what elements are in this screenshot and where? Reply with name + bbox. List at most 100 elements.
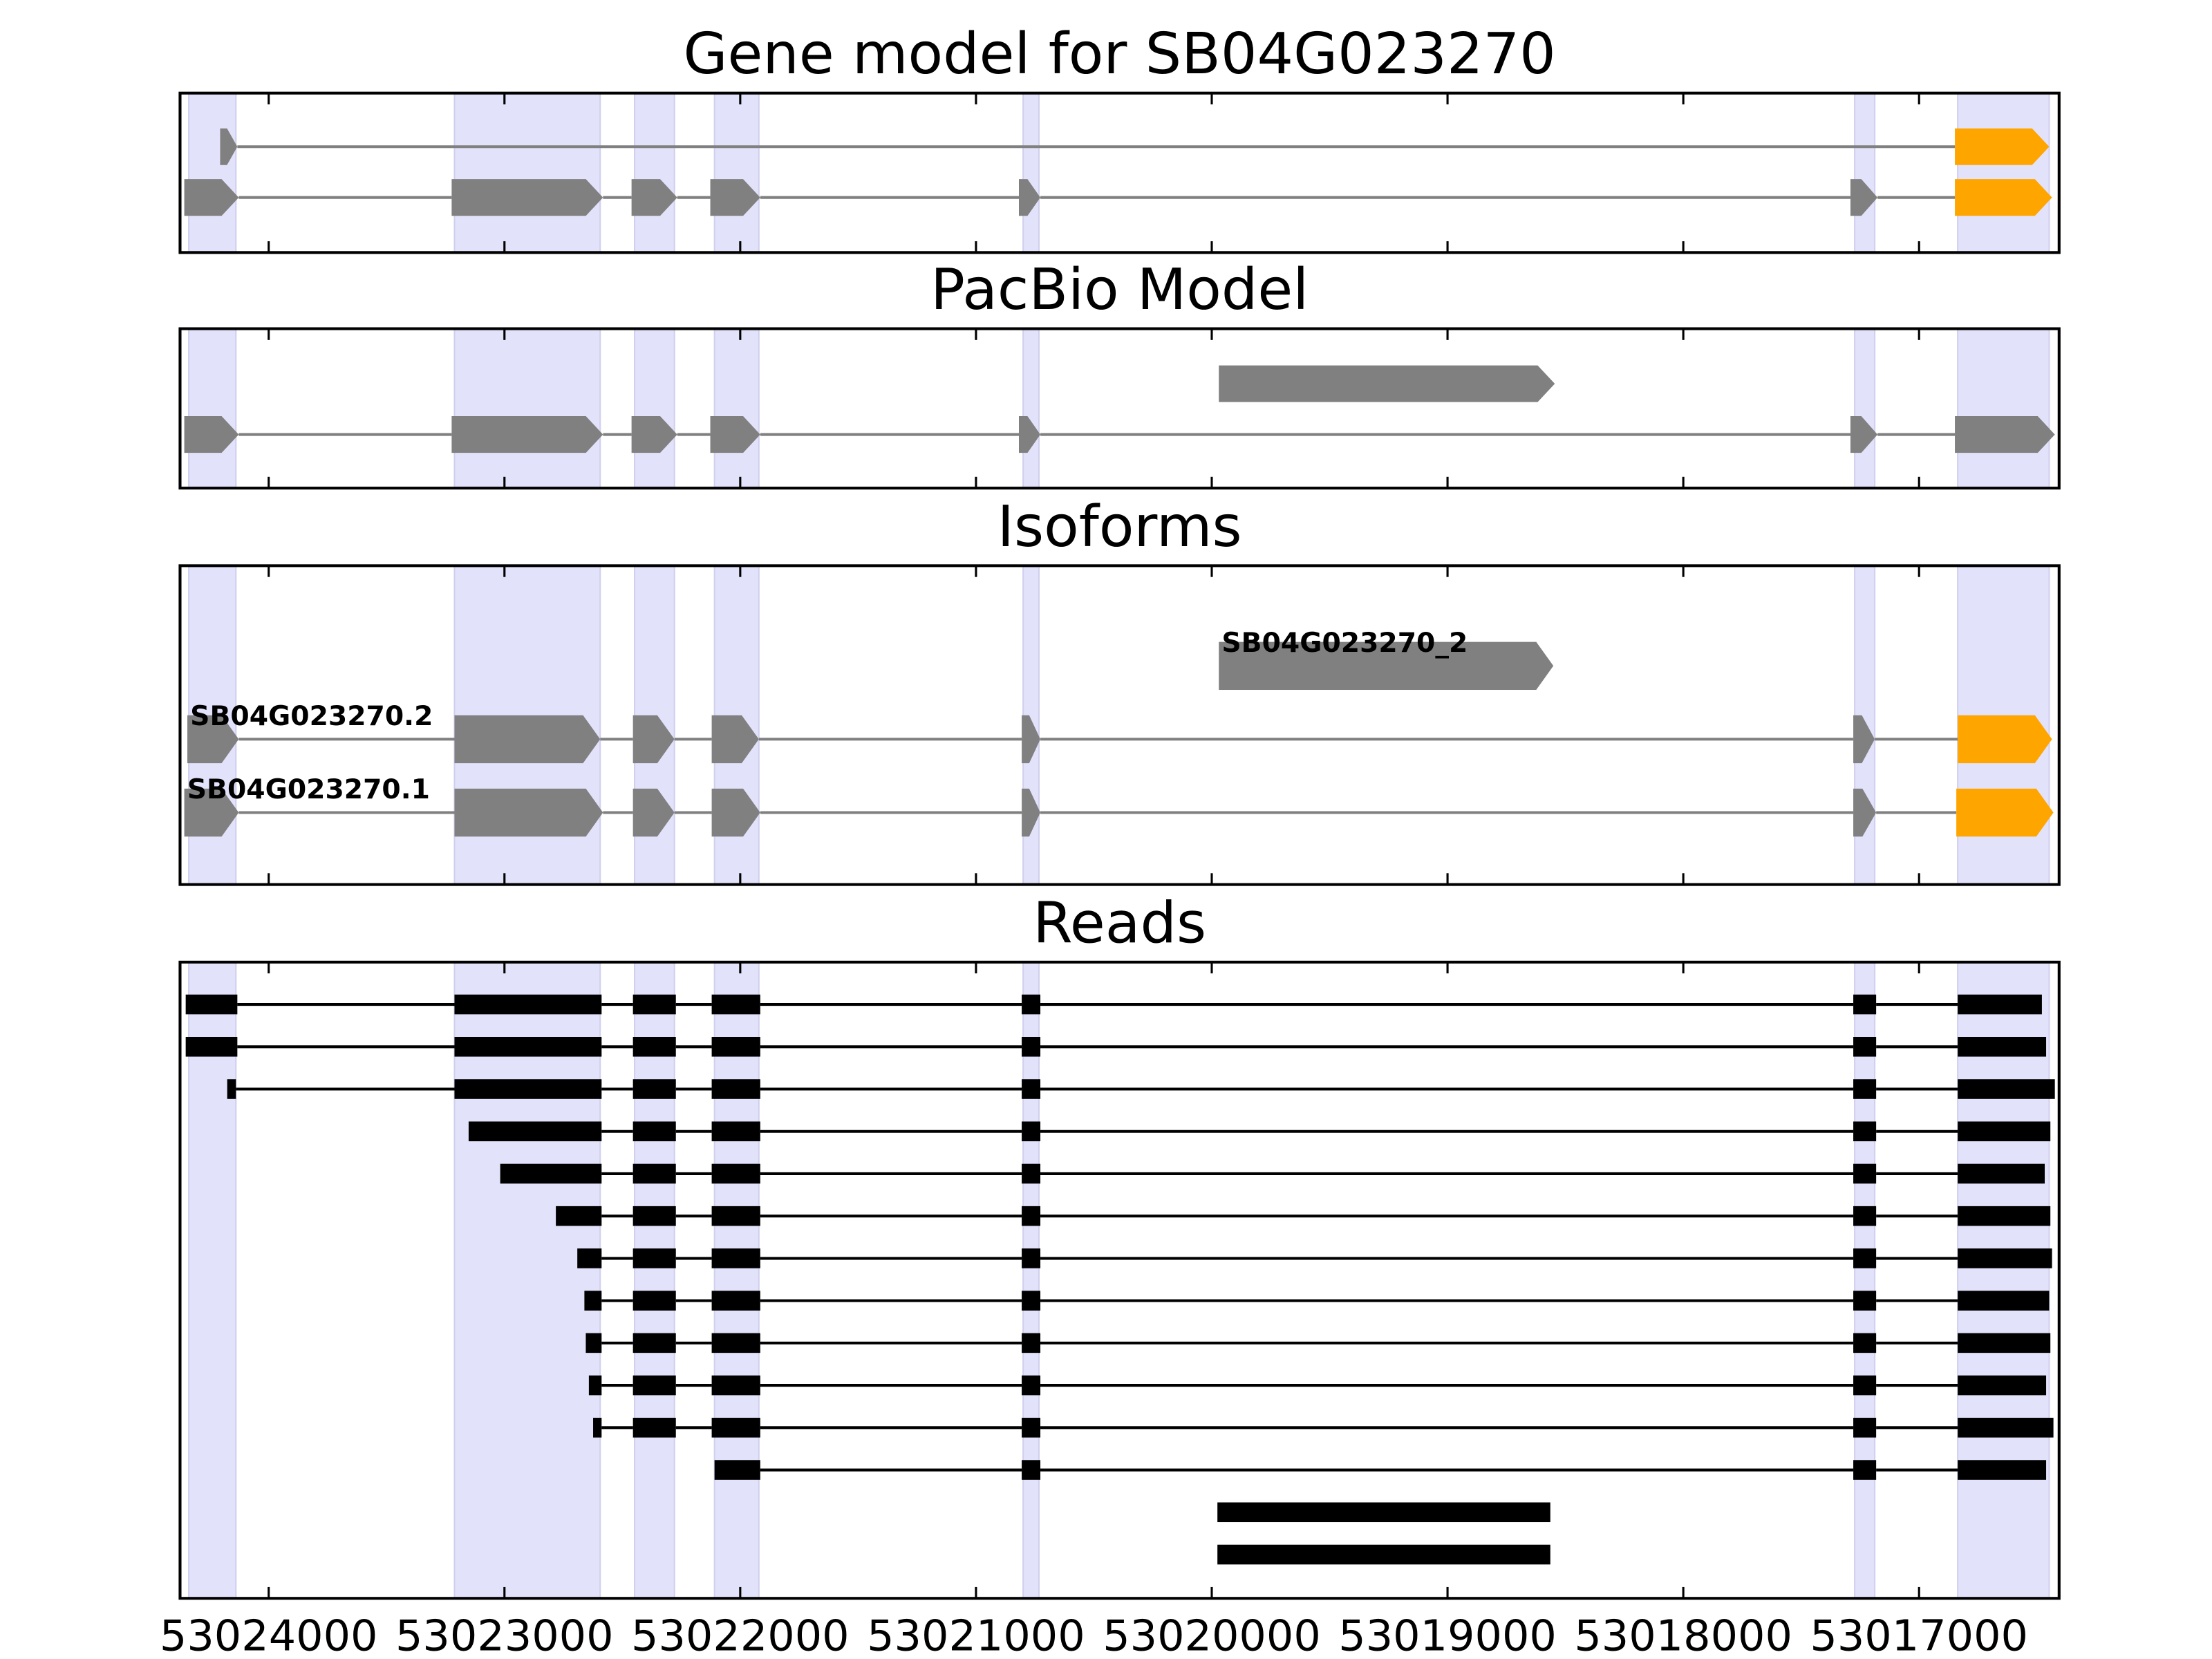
- exon-arrow: [184, 416, 239, 453]
- exon-shade: [713, 92, 760, 254]
- read-block: [711, 1291, 760, 1311]
- read-block: [711, 1079, 760, 1099]
- exon-shade: [1022, 92, 1040, 254]
- read-block: [500, 1163, 602, 1184]
- read-block: [1958, 1248, 2052, 1268]
- exon-arrow: [1955, 179, 2052, 216]
- read-block: [711, 1121, 760, 1142]
- exon-arrow: [451, 179, 603, 216]
- read-block: [1853, 1460, 1877, 1480]
- x-tick-label: 53021000: [867, 1611, 1085, 1659]
- panel-frame: [178, 564, 2061, 886]
- exon-shade: [634, 961, 675, 1600]
- read-block: [1958, 1121, 2051, 1142]
- x-tick-label: 53023000: [395, 1611, 614, 1659]
- panel-frame: [178, 960, 2061, 1600]
- panel-frame: [178, 91, 2061, 254]
- exon-arrow: [1850, 416, 1878, 453]
- read-block: [1958, 1333, 2051, 1353]
- read-block: [1958, 1079, 2055, 1099]
- read-block: [711, 1375, 760, 1396]
- read-block: [588, 1375, 602, 1396]
- read-block: [632, 1206, 676, 1226]
- exon-arrow: [711, 715, 759, 764]
- read-block: [1022, 1418, 1041, 1438]
- read-block: [1958, 1460, 2047, 1480]
- read-block: [584, 1291, 602, 1311]
- isoform-label: SB04G023270.1: [187, 774, 430, 805]
- read-block: [185, 1037, 238, 1057]
- exon-shade: [713, 961, 760, 1600]
- exon-shade: [1957, 961, 2050, 1600]
- exon-arrow: [1958, 715, 2052, 764]
- read-block: [1958, 1037, 2047, 1057]
- exon-shade: [713, 328, 760, 489]
- read-block: [1853, 1121, 1877, 1142]
- exon-shade: [1854, 328, 1876, 489]
- read-block: [632, 1037, 676, 1057]
- read-block: [1853, 1291, 1877, 1311]
- exon-shade: [1957, 92, 2050, 254]
- exon-shade: [453, 92, 601, 254]
- read-block: [1022, 1375, 1041, 1396]
- read-block: [711, 1248, 760, 1268]
- x-tick-label: 53018000: [1574, 1611, 1792, 1659]
- read-block: [1853, 994, 1877, 1015]
- exon-arrow: [631, 179, 677, 216]
- x-tick-label: 53020000: [1103, 1611, 1321, 1659]
- exon-shade: [188, 961, 237, 1600]
- exon-shade: [634, 328, 675, 489]
- exon-shade: [1854, 961, 1876, 1600]
- read-block: [1853, 1079, 1877, 1099]
- read-block: [1853, 1333, 1877, 1353]
- read-block: [1022, 1291, 1041, 1311]
- read-block: [711, 1333, 760, 1353]
- exon-arrow: [1022, 715, 1041, 764]
- exon-shade: [1022, 961, 1040, 1600]
- read-block: [227, 1079, 236, 1099]
- exon-arrow: [454, 715, 601, 764]
- read-block: [632, 1079, 676, 1099]
- read-block: [454, 1079, 602, 1099]
- x-tick-label: 53017000: [1810, 1611, 2028, 1659]
- exon-arrow: [1022, 788, 1041, 837]
- read-block: [1022, 994, 1041, 1015]
- exon-arrow: [711, 788, 760, 837]
- exon-arrow: [451, 416, 603, 453]
- read-block: [711, 1163, 760, 1184]
- exon-arrow: [184, 179, 239, 216]
- read-block: [1022, 1460, 1041, 1480]
- exon-shade: [188, 328, 237, 489]
- exon-arrow: [1956, 788, 2054, 837]
- exon-arrow: [1955, 128, 2050, 165]
- read-block: [468, 1121, 602, 1142]
- read-block: [1958, 994, 2042, 1015]
- read-block: [577, 1248, 602, 1268]
- read-block: [632, 994, 676, 1015]
- exon-arrow: [187, 715, 239, 764]
- read-block: [711, 1037, 760, 1057]
- exon-shade: [634, 92, 675, 254]
- read-block: [185, 994, 238, 1015]
- read-block: [1853, 1206, 1877, 1226]
- exon-shade: [453, 328, 601, 489]
- panel-title: Isoforms: [997, 494, 1242, 559]
- read-block: [632, 1333, 676, 1353]
- read-block: [1853, 1375, 1877, 1396]
- panel-title: Reads: [1033, 891, 1206, 956]
- exon-arrow: [632, 788, 675, 837]
- read-block: [454, 1037, 602, 1057]
- read-block: [1022, 1206, 1041, 1226]
- exon-arrow: [710, 416, 760, 453]
- read-block: [1853, 1248, 1877, 1268]
- isoform-label: SB04G023270.2: [190, 701, 433, 732]
- read-block: [632, 1121, 676, 1142]
- read-block: [714, 1460, 760, 1480]
- read-block: [585, 1333, 602, 1353]
- read-block: [1853, 1163, 1877, 1184]
- exon-shade: [1957, 328, 2050, 489]
- exon-arrow: [1219, 365, 1555, 402]
- read-block: [1853, 1418, 1877, 1438]
- exon-arrow: [710, 179, 760, 216]
- panel-frame: [178, 327, 2061, 490]
